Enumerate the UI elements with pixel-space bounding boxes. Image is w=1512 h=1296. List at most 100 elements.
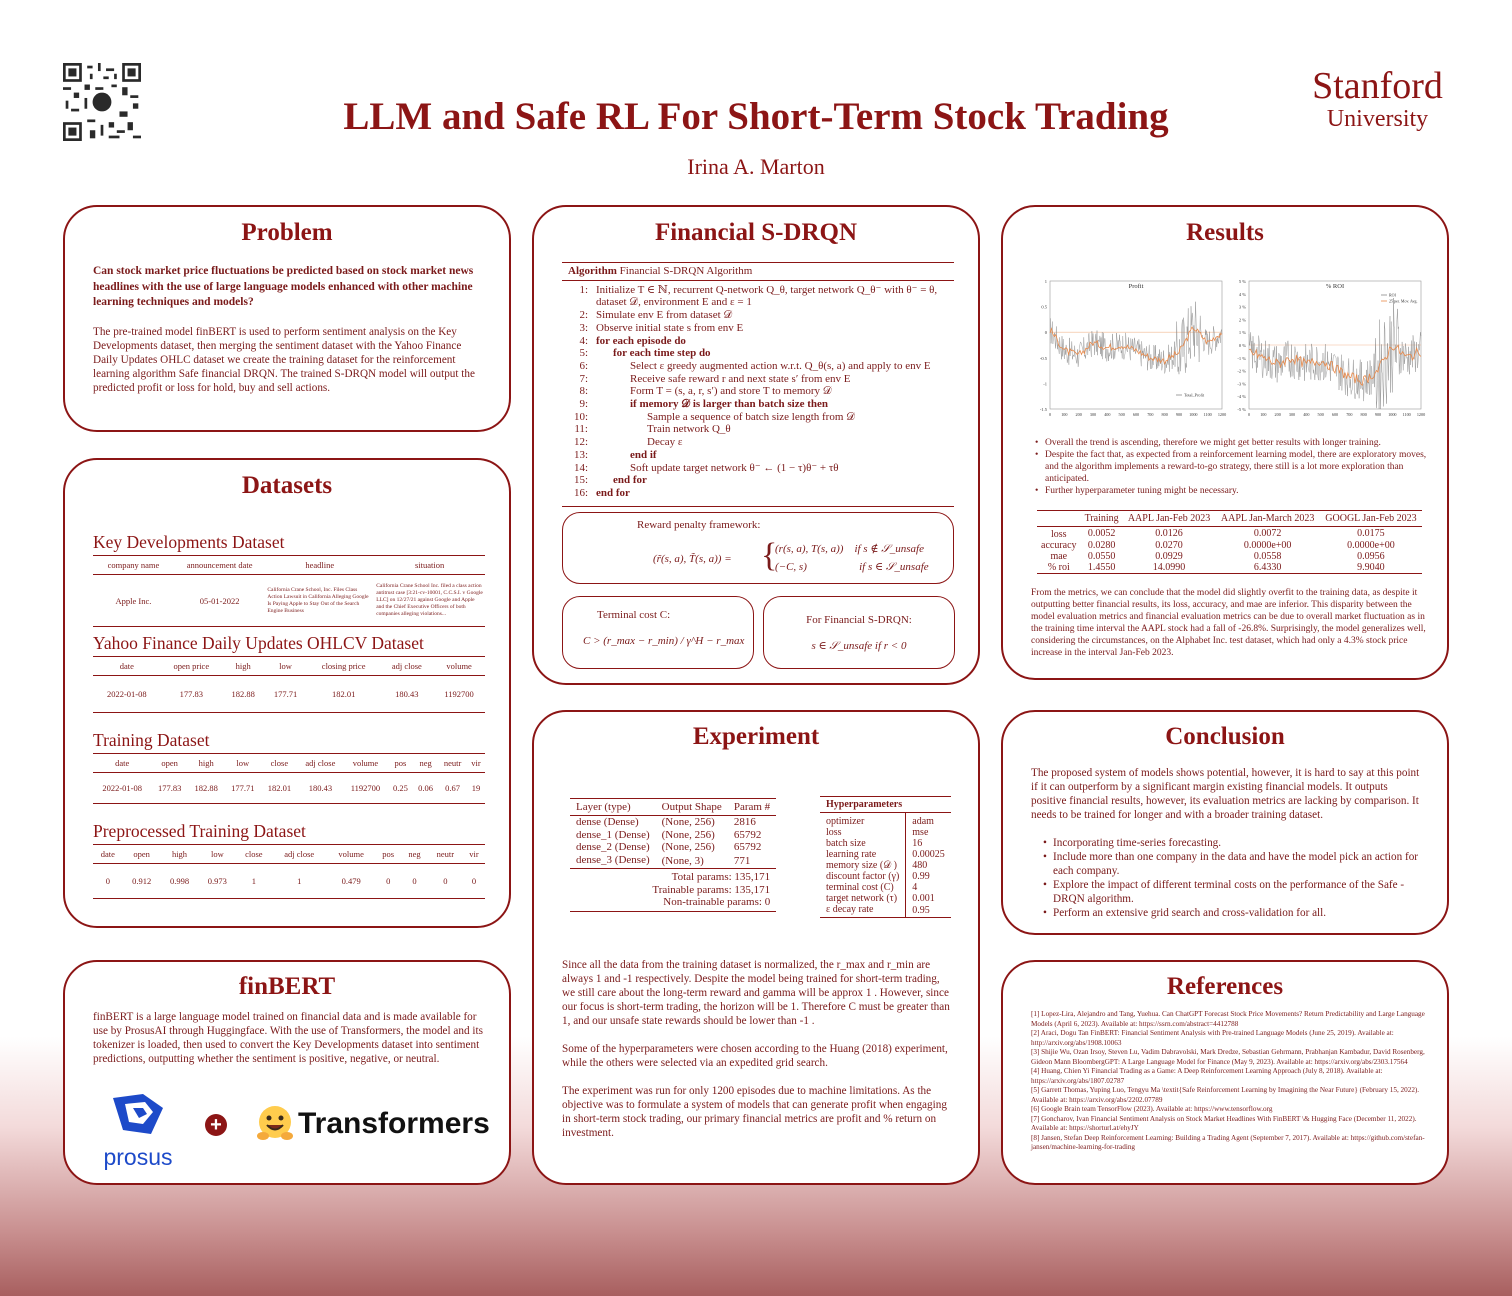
x-tick-label: 1000 xyxy=(1388,412,1396,417)
conclusion-panel: Conclusion The proposed system of models… xyxy=(1001,710,1449,935)
table-cell: % roi xyxy=(1037,562,1081,574)
y-tick-label: -3 % xyxy=(1237,381,1246,386)
results-bullets: Overall the trend is ascending, therefor… xyxy=(1033,437,1437,497)
table-cell: 0.06 xyxy=(413,772,439,804)
table-cell: (None, 3) xyxy=(655,853,728,869)
table-cell: terminal cost (C) xyxy=(820,882,907,893)
table-cell: 0.912 xyxy=(122,863,161,899)
table-header: Training xyxy=(1080,510,1123,527)
table-cell: 0 xyxy=(427,863,463,899)
hugging-face-icon xyxy=(255,1104,295,1144)
table-header: neg xyxy=(413,753,439,773)
datasets-panel: Datasets Key Developments Dataset compan… xyxy=(63,458,511,928)
algorithm-line-text: Train network Q_θ xyxy=(647,423,731,436)
x-tick-label: 1000 xyxy=(1189,412,1197,417)
x-tick-label: 0 xyxy=(1049,412,1051,417)
table-cell: 0.99 xyxy=(912,871,930,882)
reward-title: Reward penalty framework: xyxy=(637,519,761,531)
list-item: [5] Garrett Thomas, Yuping Luo, Tengyu M… xyxy=(1031,1086,1420,1104)
table-cell: 0.0270 xyxy=(1155,540,1183,551)
table-cell: 177.71 xyxy=(264,675,307,713)
x-tick-label: 500 xyxy=(1119,412,1125,417)
table-cell: 2022-01-08 xyxy=(93,675,161,713)
x-tick-label: 900 xyxy=(1176,412,1182,417)
table-header: high xyxy=(221,656,265,676)
algorithm-line: 6: Select ε greedy augmented action w.r.t… xyxy=(562,360,954,373)
table-cell: California Crane School, Inc. Files Clas… xyxy=(265,574,375,627)
table-cell: 0.0000e+00 xyxy=(1243,540,1292,551)
y-tick-label: -1 % xyxy=(1237,356,1246,361)
table-cell: 1 xyxy=(236,863,272,899)
list-item: [8] Jansen, Stefan Deep Reinforcement Le… xyxy=(1031,1133,1425,1152)
list-item: Perform an extensive grid search and cro… xyxy=(1043,906,1435,920)
y-tick-label: 1 % xyxy=(1239,330,1246,335)
table-cell: memory size (𝒟 ) xyxy=(820,860,907,871)
list-item: [7] Goncharov, Ivan Financial Sentiment … xyxy=(1031,1114,1417,1133)
table-header: date xyxy=(93,656,161,676)
experiment-paragraph-2: Some of the hyperparameters were chosen … xyxy=(562,1043,948,1069)
table-header: closing price xyxy=(306,656,381,676)
algorithm-line-text: end if xyxy=(630,448,657,461)
prosus-icon xyxy=(113,1094,163,1134)
layers-table: Layer (type) Output Shape Param # dense … xyxy=(570,798,777,912)
y-tick-label: 5 % xyxy=(1239,279,1246,284)
table-cell: (None, 256) xyxy=(661,841,715,853)
trainable-params: Trainable params: 135,171 xyxy=(652,883,771,896)
algorithm-line-number: 13: xyxy=(573,448,588,461)
table-cell: 1192700 xyxy=(433,675,485,713)
experiment-paragraph-1: Since all the data from the training dat… xyxy=(562,959,950,1027)
table-cell: 0.973 xyxy=(198,863,237,899)
table-cell: 182.01 xyxy=(261,772,298,804)
algorithm-line-number: 16: xyxy=(573,486,588,499)
y-tick-label: 2 % xyxy=(1239,317,1246,322)
table-cell: ε decay rate xyxy=(820,904,907,918)
table-cell: 0.998 xyxy=(160,863,199,899)
y-tick-label: 1 xyxy=(1045,279,1047,284)
list-item: Include more than one company in the dat… xyxy=(1043,850,1435,878)
list-item: [2] Araci, Dogu Tan FinBERT: Financial S… xyxy=(1031,1029,1394,1047)
algorithm-line-text: dataset 𝒟, environment E and ε = 1 xyxy=(596,296,752,309)
table-cell: 19 xyxy=(466,772,485,804)
table-header: Param # xyxy=(727,798,777,816)
list-item: [6] Google Brain team TensorFlow (2023).… xyxy=(1031,1105,1273,1113)
table-header: neutr xyxy=(427,844,463,864)
table-header: headline xyxy=(265,555,375,575)
x-tick-label: 200 xyxy=(1275,412,1281,417)
table-cell: 0.0126 xyxy=(1155,528,1183,539)
table-header: vir xyxy=(462,844,485,864)
finbert-panel: finBERT finBERT is a large language mode… xyxy=(63,960,511,1185)
table-header: neg xyxy=(401,844,428,864)
algorithm-line-number: 1: xyxy=(579,283,588,296)
references-panel: References [1] Lopez-Lira, Alejandro and… xyxy=(1001,960,1449,1185)
fs-drqn-box: For Financial S-DRQN: s ∈ 𝒮_unsafe if r … xyxy=(763,596,955,669)
algorithm-line: dataset 𝒟, environment E and ε = 1 xyxy=(562,296,954,309)
list-item: [1] Lopez-Lira, Alejandro and Tang, Yueh… xyxy=(1031,1010,1425,1028)
algorithm-label: Algorithm xyxy=(568,265,617,277)
table-cell: 182.88 xyxy=(221,675,265,713)
x-tick-label: 400 xyxy=(1104,412,1110,417)
x-tick-label: 1100 xyxy=(1204,412,1212,417)
plus-icon: + xyxy=(205,1114,227,1136)
experiment-paragraph-3: The experiment was run for only 1200 epi… xyxy=(562,1085,947,1139)
algorithm-line-text: for each time step do xyxy=(613,347,711,360)
legend-label: 25 per. Mov. Avg. xyxy=(1389,299,1418,304)
x-tick-label: 600 xyxy=(1332,412,1338,417)
algorithm-lines: 1: Initialize T ∈ ℕ, recurrent Q-network … xyxy=(562,281,954,500)
x-tick-label: 600 xyxy=(1133,412,1139,417)
table-header: date xyxy=(93,753,152,773)
table-cell: 1 xyxy=(271,863,327,899)
y-tick-label: 4 % xyxy=(1239,292,1246,297)
y-tick-label: 3 % xyxy=(1239,305,1246,310)
table-header: low xyxy=(198,844,237,864)
table-cell: 4 xyxy=(912,882,918,893)
x-tick-label: 200 xyxy=(1076,412,1082,417)
datasets-heading: Datasets xyxy=(241,472,333,499)
references-heading: References xyxy=(1166,973,1284,1000)
table-cell: target network (τ) xyxy=(820,893,907,904)
table-header: Output Shape xyxy=(655,798,728,816)
algorithm-line-text: Initialize T ∈ ℕ, recurrent Q-network Q_… xyxy=(596,283,938,296)
algorithm-line: 15: end for xyxy=(562,474,954,487)
problem-question: Can stock market price fluctuations be p… xyxy=(93,265,474,308)
list-item: Overall the trend is ascending, therefor… xyxy=(1035,437,1437,449)
table-cell: 2816 xyxy=(733,816,756,828)
